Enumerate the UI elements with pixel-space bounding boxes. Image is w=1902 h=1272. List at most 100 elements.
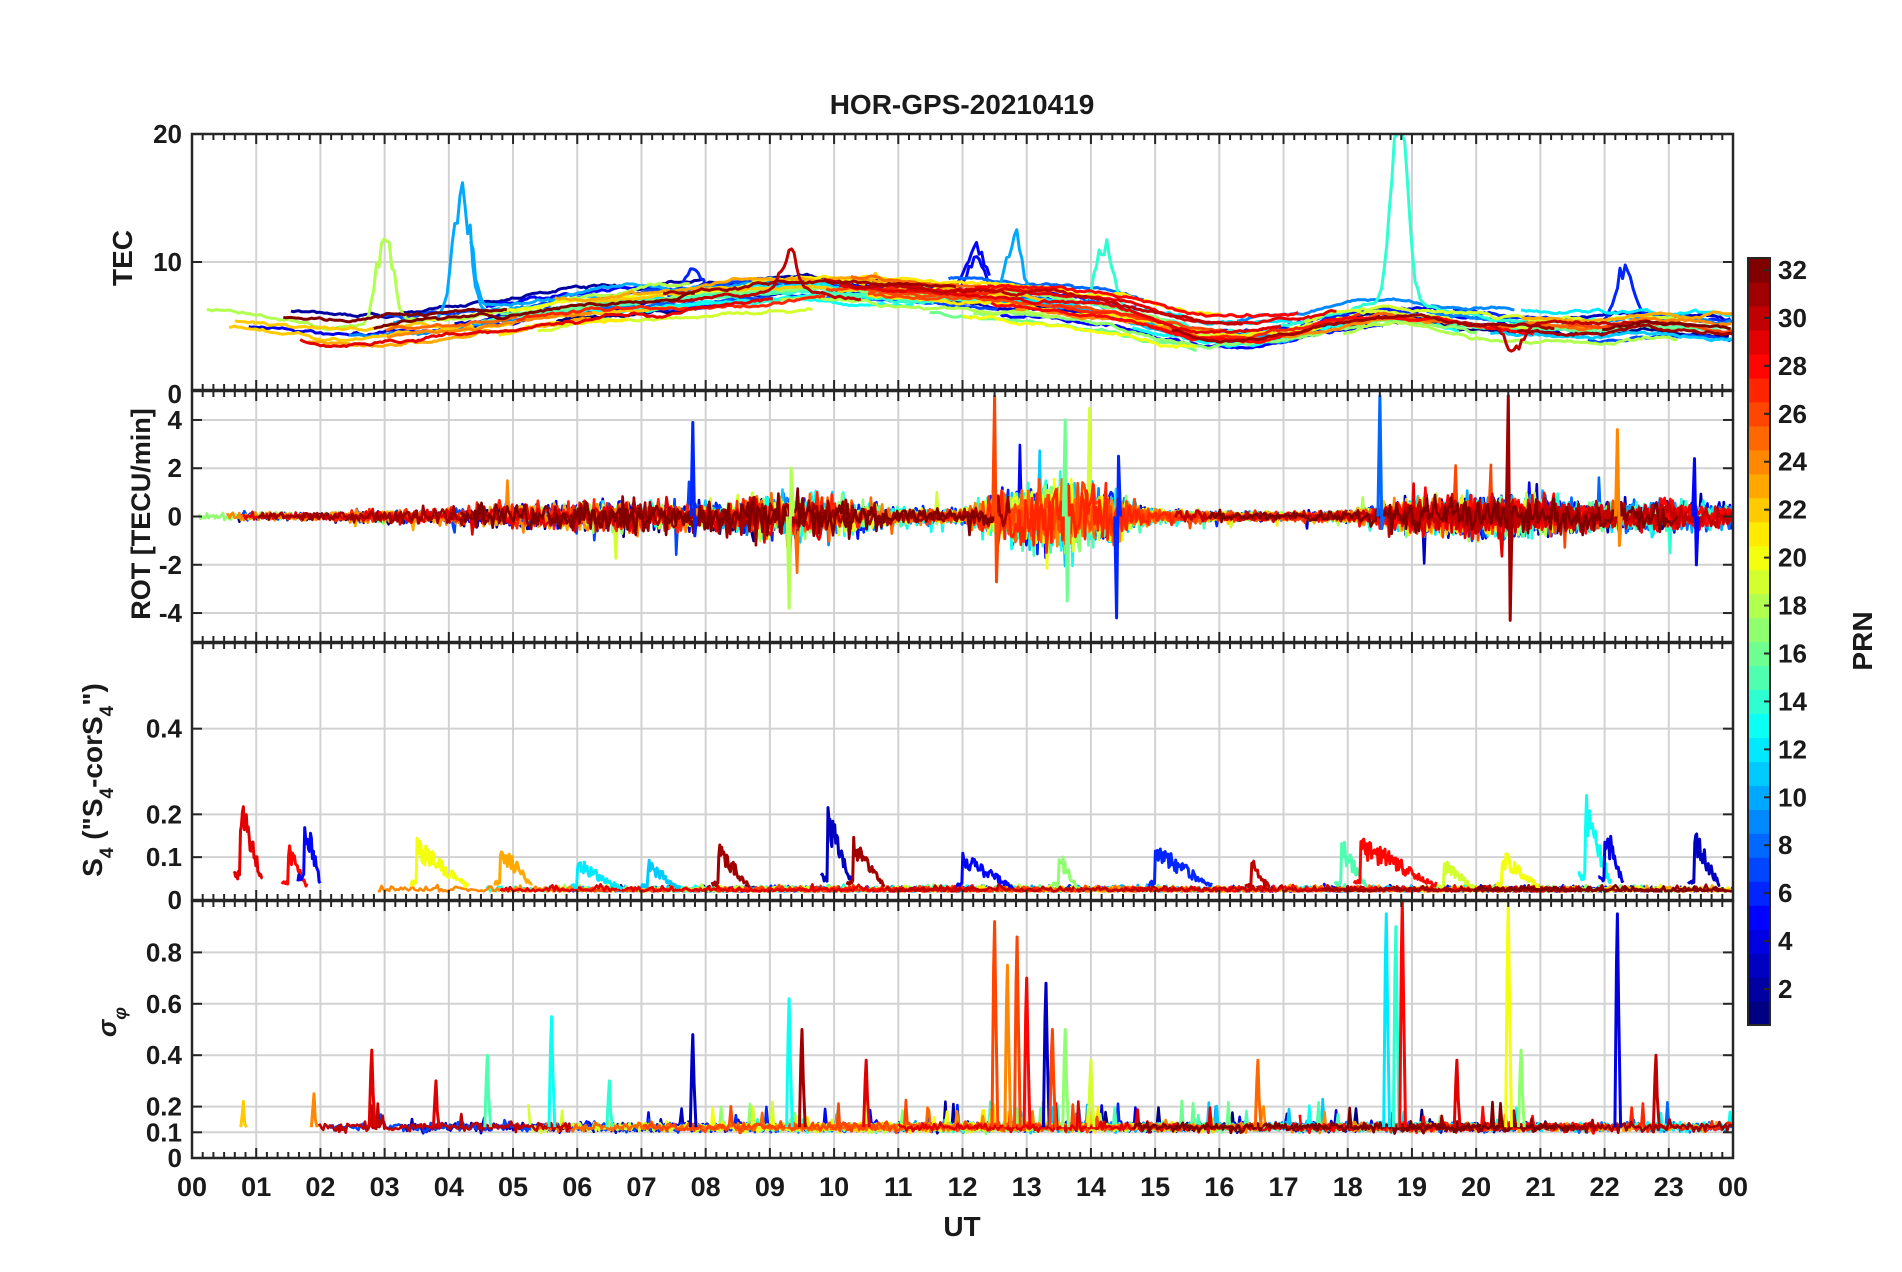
x-tick-label: 01 (241, 1172, 271, 1202)
s4-burst (640, 858, 682, 890)
x-tick-label: 06 (562, 1172, 592, 1202)
sigma-spike (1382, 912, 1391, 1128)
sigma-spike (309, 1092, 319, 1128)
sigma-spike (1253, 1058, 1263, 1128)
colorbar-tick-label: 26 (1778, 399, 1807, 429)
colorbar-swatch (1748, 521, 1770, 547)
tec-line-prn (823, 277, 1243, 326)
tec-line-prn (974, 283, 1299, 319)
sigma-spike (1013, 935, 1022, 1128)
colorbar-tick-label: 12 (1778, 734, 1807, 764)
tec-line-prn (516, 294, 826, 322)
rot-spike (1376, 394, 1386, 531)
rot-series (197, 394, 1733, 622)
s4-burst (570, 860, 624, 890)
tec-line-prn (779, 295, 1061, 319)
s4-burst (1352, 837, 1438, 888)
sigma-spike (1041, 981, 1051, 1128)
colorbar-swatch (1748, 329, 1770, 355)
colorbar-swatch (1748, 761, 1770, 786)
sigma-spike (785, 997, 794, 1128)
colorbar-swatch (1748, 737, 1770, 762)
s4-burst (232, 805, 264, 881)
colorbar-swatch (1748, 1001, 1770, 1026)
colorbar-swatch (1748, 809, 1770, 834)
x-tick-label: 12 (947, 1172, 977, 1202)
y-tick-label: -4 (159, 598, 183, 628)
y-tick-label: -2 (159, 550, 182, 580)
y-tick-label: 0 (168, 379, 182, 409)
sigma-spike (367, 1048, 377, 1128)
x-tick-label: 10 (819, 1172, 849, 1202)
sigma-line-prn (642, 1098, 1188, 1135)
colorbar-swatch (1748, 905, 1770, 930)
colorbar-swatch (1748, 977, 1770, 1002)
sigma-spike (1003, 963, 1013, 1128)
s4-burst (493, 850, 533, 886)
sigma-panel: 00.10.2 0.4 0.6 0.8 (146, 899, 1735, 1173)
rot-spike (1113, 454, 1122, 620)
sigma-spike (547, 1015, 557, 1128)
tec-grid (192, 134, 1733, 390)
colorbar-tick-label: 18 (1778, 591, 1807, 621)
sigma-spike (239, 1100, 248, 1128)
s4-burst (845, 835, 886, 887)
rot-line-prn (1207, 493, 1679, 537)
chart-title: HOR-GPS-20210419 (830, 89, 1095, 120)
sigma-spike (1504, 901, 1513, 1128)
sigma-spike (1048, 1028, 1058, 1128)
tec-line-prn (385, 315, 518, 332)
colorbar-swatch (1748, 473, 1770, 499)
y-tick-label: 0.4 (146, 714, 183, 744)
sigma-spike (1086, 1058, 1096, 1128)
y-tick-label: 0.2 (146, 799, 182, 829)
colorbar-swatch (1748, 953, 1770, 978)
x-tick-label: 05 (498, 1172, 528, 1202)
sigma-spike (431, 1079, 441, 1128)
sigma-spike (797, 1028, 807, 1128)
tec-line-prn (947, 276, 1145, 302)
y-tick-label: 0 (168, 502, 182, 532)
x-tick-label: 09 (755, 1172, 785, 1202)
colorbar-swatch (1748, 881, 1770, 906)
y-tick-label: 0 (168, 885, 182, 915)
s4-series (232, 794, 1733, 893)
sigma-spike (1398, 901, 1407, 1128)
y-tick-label: 0.4 (146, 1040, 183, 1070)
colorbar-swatch (1748, 281, 1770, 307)
colorbar-swatch (1748, 665, 1770, 691)
tec-panel: 10 20 (153, 119, 1735, 392)
y-tick-label: 0.6 (146, 989, 182, 1019)
tec-line-prn (667, 247, 862, 303)
tec-line-prn (962, 314, 1198, 350)
tec-axes: 10 20 (153, 119, 1735, 392)
colorbar-tick-label: 20 (1778, 543, 1807, 573)
colorbar-swatch (1748, 305, 1770, 331)
sigma-spike (1452, 1058, 1462, 1128)
s4-burst (1244, 859, 1271, 889)
colorbar-swatch (1748, 497, 1770, 523)
colorbar-tick-label: 16 (1778, 638, 1807, 668)
colorbar-swatch (1748, 689, 1770, 715)
colorbar-swatch (1748, 713, 1770, 738)
x-tick-label: 03 (370, 1172, 400, 1202)
s4-burst (819, 806, 854, 883)
colorbar-swatch (1748, 617, 1770, 643)
colorbar-swatch (1748, 569, 1770, 595)
tec-line-prn (1602, 319, 1731, 332)
colorbar-swatch (1748, 833, 1770, 858)
tec-line-prn (373, 291, 696, 330)
colorbar-tick-label: 4 (1778, 926, 1793, 956)
tec-line-prn (1520, 307, 1733, 317)
colorbar-frame (1747, 257, 1771, 1026)
s4-line-prn (1471, 884, 1733, 893)
sigma-axes: 00.10.2 0.4 0.6 0.8 (146, 899, 1735, 1173)
colorbar-swatch (1748, 929, 1770, 954)
s4-burst (1436, 860, 1476, 889)
x-tick-label: 13 (1012, 1172, 1042, 1202)
colorbar-tick-label: 32 (1778, 255, 1807, 285)
x-tick-label: 19 (1397, 1172, 1427, 1202)
tec-series (206, 134, 1733, 353)
